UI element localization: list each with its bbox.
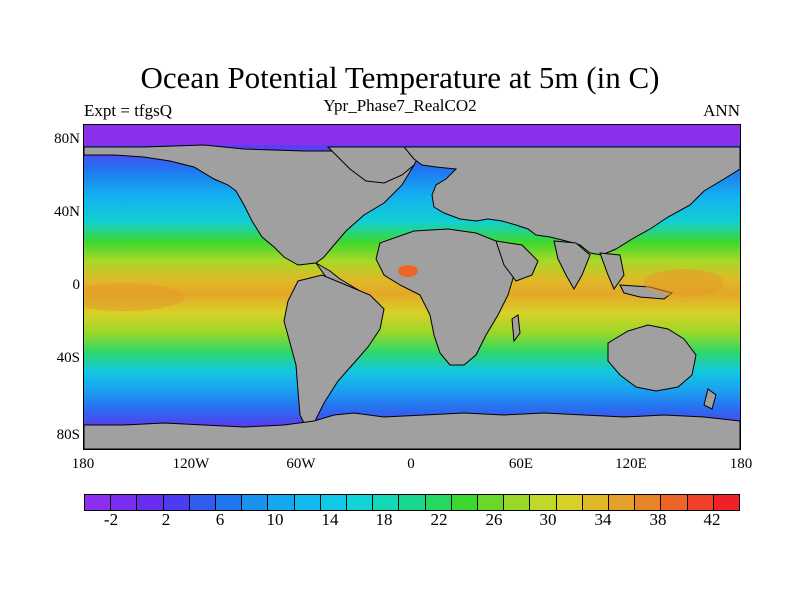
arabia [495, 240, 539, 282]
colorbar-segment [85, 495, 112, 510]
colorbar-segment [242, 495, 269, 510]
y-tick-label: 80N [54, 131, 80, 147]
warm-pool-west-pacific [644, 269, 724, 297]
colorbar-segment [189, 495, 217, 510]
colorbar-label: 6 [215, 510, 225, 529]
map-svg [84, 125, 740, 449]
colorbar-label: 2 [161, 510, 171, 529]
x-tick-label: 180 [729, 456, 753, 472]
colorbar-segment [294, 495, 321, 510]
x-tick-label: 120E [615, 456, 647, 472]
colorbar-segment [451, 495, 479, 510]
x-tick-label: 60W [286, 456, 316, 472]
y-tick-label: 0 [72, 277, 81, 293]
antarctica [84, 412, 740, 449]
colorbar-label: 14 [321, 510, 339, 529]
colorbar-segment [111, 495, 138, 510]
colorbar-segment [373, 495, 400, 510]
colorbar-segment [163, 495, 190, 510]
australia [607, 324, 697, 392]
y-tick-label: 40N [54, 204, 80, 220]
experiment-label: Expt = tfgsQ [84, 101, 172, 120]
red-sea-hotspot [398, 265, 418, 277]
y-tick-label: 80S [56, 427, 80, 443]
colorbar-segment [478, 495, 505, 510]
case-label: Ypr_Phase7_RealCO2 [323, 96, 477, 115]
colorbar-label: 22 [430, 510, 448, 529]
colorbar-segment [504, 495, 531, 510]
y-tick-label: 40S [56, 350, 80, 366]
new-zealand [703, 388, 717, 410]
colorbar-segment [713, 495, 740, 510]
colorbar-label: 34 [594, 510, 612, 529]
eurasia [402, 146, 740, 256]
arctic-ice-band [84, 125, 740, 145]
land-masses [84, 144, 740, 449]
colorbar-segment [347, 495, 374, 510]
colorbar-label: 42 [703, 510, 721, 529]
colorbar-segment [425, 495, 452, 510]
colorbar-segment [687, 495, 714, 510]
colorbar-segment [661, 495, 688, 510]
colorbar-segment [582, 495, 610, 510]
temperature-map [83, 124, 741, 450]
colorbar-label: 18 [375, 510, 393, 529]
madagascar [511, 314, 521, 343]
colorbar-segment [530, 495, 557, 510]
colorbar-label: 10 [266, 510, 284, 529]
india [553, 240, 591, 291]
x-tick-label: 60E [508, 456, 534, 472]
colorbar-segment [399, 495, 426, 510]
colorbar-label: 30 [539, 510, 557, 529]
colorbar-segment [556, 495, 583, 510]
x-tick-label: 0 [407, 456, 415, 472]
colorbar-label: 26 [485, 510, 503, 529]
colorbar [84, 494, 740, 511]
colorbar-segment [216, 495, 243, 510]
season-label: ANN [703, 101, 740, 120]
chart-title: Ocean Potential Temperature at 5m (in C) [140, 60, 660, 95]
x-tick-label: 120W [172, 456, 210, 472]
colorbar-segment [320, 495, 348, 510]
warm-pool-east-pacific [84, 283, 184, 311]
africa [375, 228, 515, 366]
colorbar-segment [137, 495, 164, 510]
colorbar-segment [609, 495, 636, 510]
colorbar-segment [268, 495, 295, 510]
southeast-asia [599, 252, 625, 291]
colorbar-segment [635, 495, 662, 510]
x-tick-label: 180 [71, 456, 95, 472]
colorbar-label: 38 [649, 510, 667, 529]
south-america [283, 274, 385, 428]
colorbar-label: -2 [103, 510, 119, 529]
